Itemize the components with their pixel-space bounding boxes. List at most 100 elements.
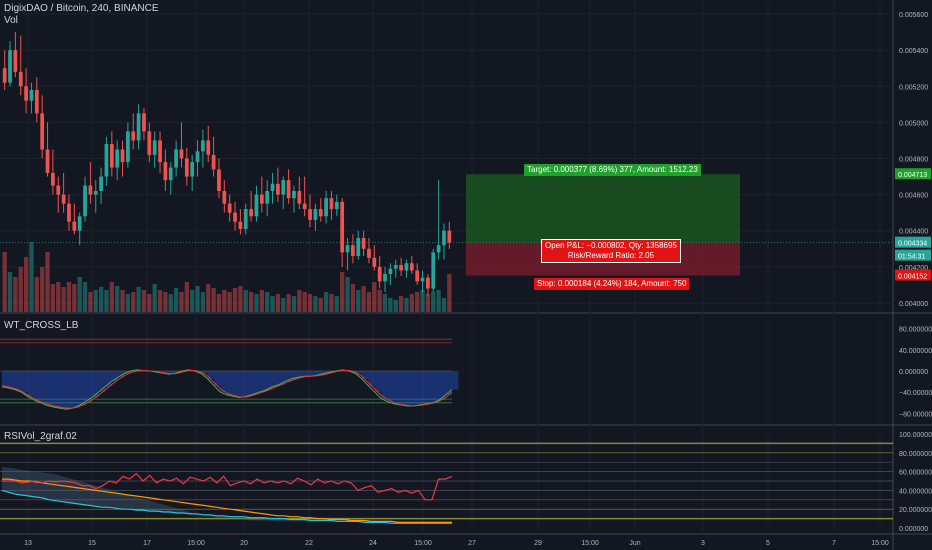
candle-body bbox=[104, 144, 109, 177]
candle-body bbox=[361, 237, 366, 249]
rsi-tick: 80.000000 bbox=[899, 451, 932, 458]
volume-bar bbox=[238, 286, 243, 312]
volume-bar bbox=[420, 290, 425, 312]
candle-body bbox=[399, 265, 403, 271]
wt-area bbox=[227, 371, 234, 395]
rsi-tick: 60.000000 bbox=[899, 470, 932, 477]
volume-bar bbox=[104, 290, 109, 312]
volume-bar bbox=[366, 292, 372, 312]
candle-body bbox=[442, 230, 446, 246]
volume-bar bbox=[152, 284, 157, 312]
candle-body bbox=[297, 191, 302, 204]
candle-body bbox=[318, 209, 323, 217]
rsi-band bbox=[2, 466, 452, 524]
price-tick: 0.004000 bbox=[899, 301, 928, 308]
candle-body bbox=[29, 89, 34, 101]
wt-label[interactable]: WT_CROSS_LB bbox=[4, 320, 79, 331]
wt2-line bbox=[1, 369, 453, 409]
rsi-label[interactable]: RSIVol_2graf.02 bbox=[4, 431, 77, 442]
vol-label: Vol bbox=[4, 15, 18, 26]
time-tick: 15 bbox=[88, 540, 96, 547]
candle-body bbox=[120, 149, 125, 163]
rsi-tick: 0.000000 bbox=[899, 526, 928, 533]
symbol-title[interactable]: DigixDAO / Bitcoin, 240, BINANCE bbox=[4, 3, 159, 14]
countdown-text: 01:54:31 bbox=[898, 254, 925, 261]
candle-body bbox=[67, 203, 71, 222]
wt-area bbox=[381, 371, 388, 399]
time-tick: 27 bbox=[468, 540, 476, 547]
volume-bar bbox=[329, 294, 334, 312]
wt-area bbox=[362, 371, 369, 379]
volume-bar bbox=[61, 287, 66, 312]
volume-bar bbox=[120, 290, 125, 312]
volume-bar bbox=[13, 277, 18, 312]
candle-body bbox=[334, 201, 339, 210]
volume-bar bbox=[2, 252, 7, 312]
target-label[interactable]: Target: 0.000377 (8.69%) 377, Amount: 15… bbox=[524, 164, 701, 176]
volume-bar bbox=[227, 292, 232, 312]
rsi-panel bbox=[0, 442, 893, 524]
candle-body bbox=[13, 50, 18, 72]
volume-bar bbox=[29, 242, 34, 312]
wt1-line bbox=[1, 369, 453, 410]
wt-area bbox=[374, 371, 382, 393]
price-marker-last bbox=[895, 236, 931, 248]
rsi-orange-line bbox=[2, 478, 452, 524]
volume-bar bbox=[131, 292, 136, 312]
candle-body bbox=[409, 263, 414, 271]
candle-body bbox=[163, 162, 168, 181]
volume-bar bbox=[393, 300, 398, 312]
price-marker-target bbox=[895, 168, 931, 180]
wt-area bbox=[432, 371, 440, 403]
volume-bar bbox=[334, 296, 339, 312]
wt-area bbox=[291, 371, 298, 379]
volume-bar bbox=[66, 282, 72, 312]
candle-body bbox=[383, 274, 387, 282]
risk-reward-text: Risk/Reward Ratio: 2.05 bbox=[567, 251, 655, 260]
volume-bar bbox=[425, 294, 431, 312]
candle-body bbox=[227, 203, 232, 213]
volume-bar bbox=[45, 252, 50, 312]
wt-area bbox=[439, 371, 446, 401]
stop-label[interactable]: Stop: 0.000184 (4.24%) 184, Amount: 750 bbox=[534, 278, 690, 290]
volume-bar bbox=[307, 294, 313, 312]
time-tick: Jun bbox=[629, 540, 640, 547]
wt-area bbox=[162, 371, 170, 374]
open-pnl-label[interactable]: Open P&L: −0.000802, Qty: 1358695 Risk/R… bbox=[541, 239, 681, 263]
volume-bar bbox=[431, 292, 436, 312]
wt-area bbox=[323, 371, 330, 374]
volume-bar bbox=[211, 288, 216, 312]
candle-body bbox=[351, 245, 355, 257]
volume-bar bbox=[232, 288, 238, 312]
position-zones[interactable] bbox=[0, 174, 893, 276]
volume-bar bbox=[382, 294, 388, 312]
wt-area bbox=[214, 371, 221, 386]
candle-body bbox=[404, 263, 409, 271]
wt-area bbox=[98, 371, 105, 393]
candles[interactable] bbox=[2, 32, 452, 296]
volume-bar bbox=[157, 290, 163, 312]
volume-bar bbox=[184, 282, 189, 312]
candle-body bbox=[313, 209, 318, 220]
volume-bar bbox=[286, 294, 291, 312]
price-tick: 0.004600 bbox=[899, 193, 928, 200]
time-tick: 24 bbox=[369, 540, 377, 547]
candle-body bbox=[158, 140, 162, 163]
price-tick: 0.005000 bbox=[899, 120, 928, 127]
volume-bar bbox=[254, 294, 259, 312]
volume-bar bbox=[168, 294, 173, 312]
volume-bar bbox=[291, 296, 297, 312]
candle-body bbox=[217, 169, 221, 192]
candle-body bbox=[420, 277, 425, 282]
price-tick: 0.005400 bbox=[899, 48, 928, 55]
time-tick: 15:00 bbox=[414, 540, 432, 547]
candle-body bbox=[426, 277, 430, 289]
time-tick: 3 bbox=[701, 540, 705, 547]
price-marker-stop bbox=[895, 269, 931, 281]
candle-body bbox=[56, 185, 61, 195]
candle-body bbox=[24, 86, 28, 101]
candle-body bbox=[99, 176, 103, 192]
time-tick: 15:00 bbox=[581, 540, 599, 547]
candle-body bbox=[201, 140, 205, 152]
